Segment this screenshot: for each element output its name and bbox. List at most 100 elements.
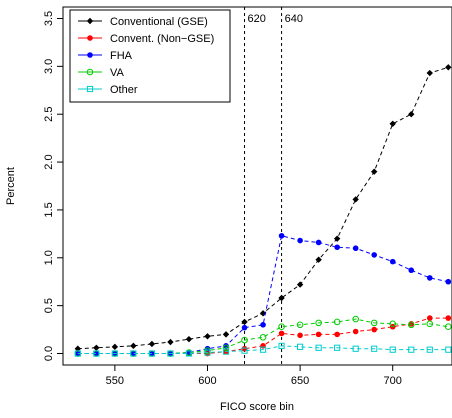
data-point (334, 344, 341, 351)
legend-label: VA (110, 67, 125, 79)
data-point (370, 319, 378, 327)
y-tick-label: 2.5 (43, 107, 55, 122)
y-tick-label: 1.5 (43, 202, 55, 217)
y-tick-label: 0.5 (43, 298, 55, 313)
legend-label: Convent. (Non−GSE) (110, 33, 214, 45)
y-tick-label: 3.0 (43, 59, 55, 74)
legend-label: FHA (110, 50, 133, 62)
y-tick-label: 0.0 (43, 346, 55, 361)
legend-marker (86, 17, 94, 25)
x-tick-label: 600 (198, 375, 216, 387)
data-point (297, 343, 304, 350)
data-point (278, 294, 285, 302)
data-point (278, 342, 285, 349)
data-point (371, 252, 378, 258)
series-2 (75, 232, 452, 357)
legend-label: Other (110, 84, 138, 96)
legend-box (69, 9, 231, 103)
data-point (222, 331, 230, 338)
data-point (111, 350, 118, 357)
data-point (389, 320, 397, 328)
data-point (259, 346, 267, 353)
legend-marker (86, 68, 94, 76)
legend-label: Conventional (GSE) (110, 16, 208, 28)
data-point (148, 350, 156, 357)
series-layer (74, 64, 452, 357)
series-4 (74, 342, 452, 357)
legend-marker (87, 35, 93, 41)
data-point (167, 350, 174, 357)
data-point (315, 331, 322, 338)
data-point (371, 168, 378, 175)
data-point (222, 344, 230, 352)
vline-label-640: 640 (285, 13, 303, 25)
data-point (278, 323, 285, 331)
data-point (315, 344, 322, 351)
data-point (352, 315, 359, 323)
data-point (445, 315, 452, 321)
data-point (185, 335, 193, 343)
data-point (352, 328, 359, 335)
x-tick-label: 550 (106, 375, 124, 387)
data-point (222, 348, 230, 355)
legend-marker (86, 85, 94, 93)
data-point (297, 332, 303, 339)
data-point (371, 326, 378, 333)
data-point (333, 318, 341, 326)
series-line (77, 345, 449, 355)
data-point (426, 69, 433, 77)
data-point (241, 324, 248, 331)
y-tick-label: 2.0 (43, 154, 55, 169)
data-point (278, 232, 285, 239)
legend: Conventional (GSE) Convent. (Non−GSE) FHA V… (69, 9, 231, 103)
data-point (167, 338, 174, 346)
y-tick-label: 3.5 (43, 11, 55, 26)
data-point (315, 239, 322, 246)
x-axis-label: FICO score bin (220, 401, 294, 413)
x-tick-label: 700 (384, 375, 402, 387)
reference-lines: 620 640 (244, 7, 303, 365)
data-point (426, 275, 433, 281)
data-point (445, 346, 452, 353)
data-point (241, 318, 248, 326)
data-point (352, 345, 359, 352)
data-point (93, 350, 100, 357)
plot-frame (62, 6, 452, 366)
y-axis-label: Percent (5, 167, 17, 205)
data-point (352, 245, 359, 252)
data-point (407, 321, 415, 329)
data-point (296, 281, 304, 288)
data-point (185, 350, 193, 357)
data-point (389, 120, 396, 127)
data-point (260, 343, 266, 349)
data-point (148, 340, 156, 348)
data-point (408, 267, 415, 274)
data-point (334, 244, 340, 251)
data-point (204, 349, 211, 356)
data-point (130, 350, 137, 357)
data-point (296, 321, 304, 329)
data-point (334, 331, 340, 338)
data-point (241, 347, 248, 354)
data-point (278, 330, 285, 337)
data-point (74, 350, 81, 357)
data-point (93, 350, 100, 357)
y-tick-label: 1.0 (43, 250, 55, 265)
data-point (241, 336, 248, 344)
data-point (408, 111, 415, 118)
data-point (426, 320, 434, 328)
data-point (315, 319, 322, 327)
legend-marker (87, 52, 93, 58)
series-line (77, 235, 449, 355)
data-point (408, 346, 415, 353)
data-point (260, 321, 266, 328)
data-point (130, 342, 137, 350)
data-point (149, 350, 155, 357)
data-point (333, 235, 341, 242)
data-point (130, 350, 137, 357)
data-point (389, 346, 396, 353)
y-axis: 0.0 0.5 1.0 1.5 2.0 2.5 3.0 3.5 (43, 11, 63, 361)
series-0 (74, 64, 452, 352)
data-point (445, 64, 452, 71)
